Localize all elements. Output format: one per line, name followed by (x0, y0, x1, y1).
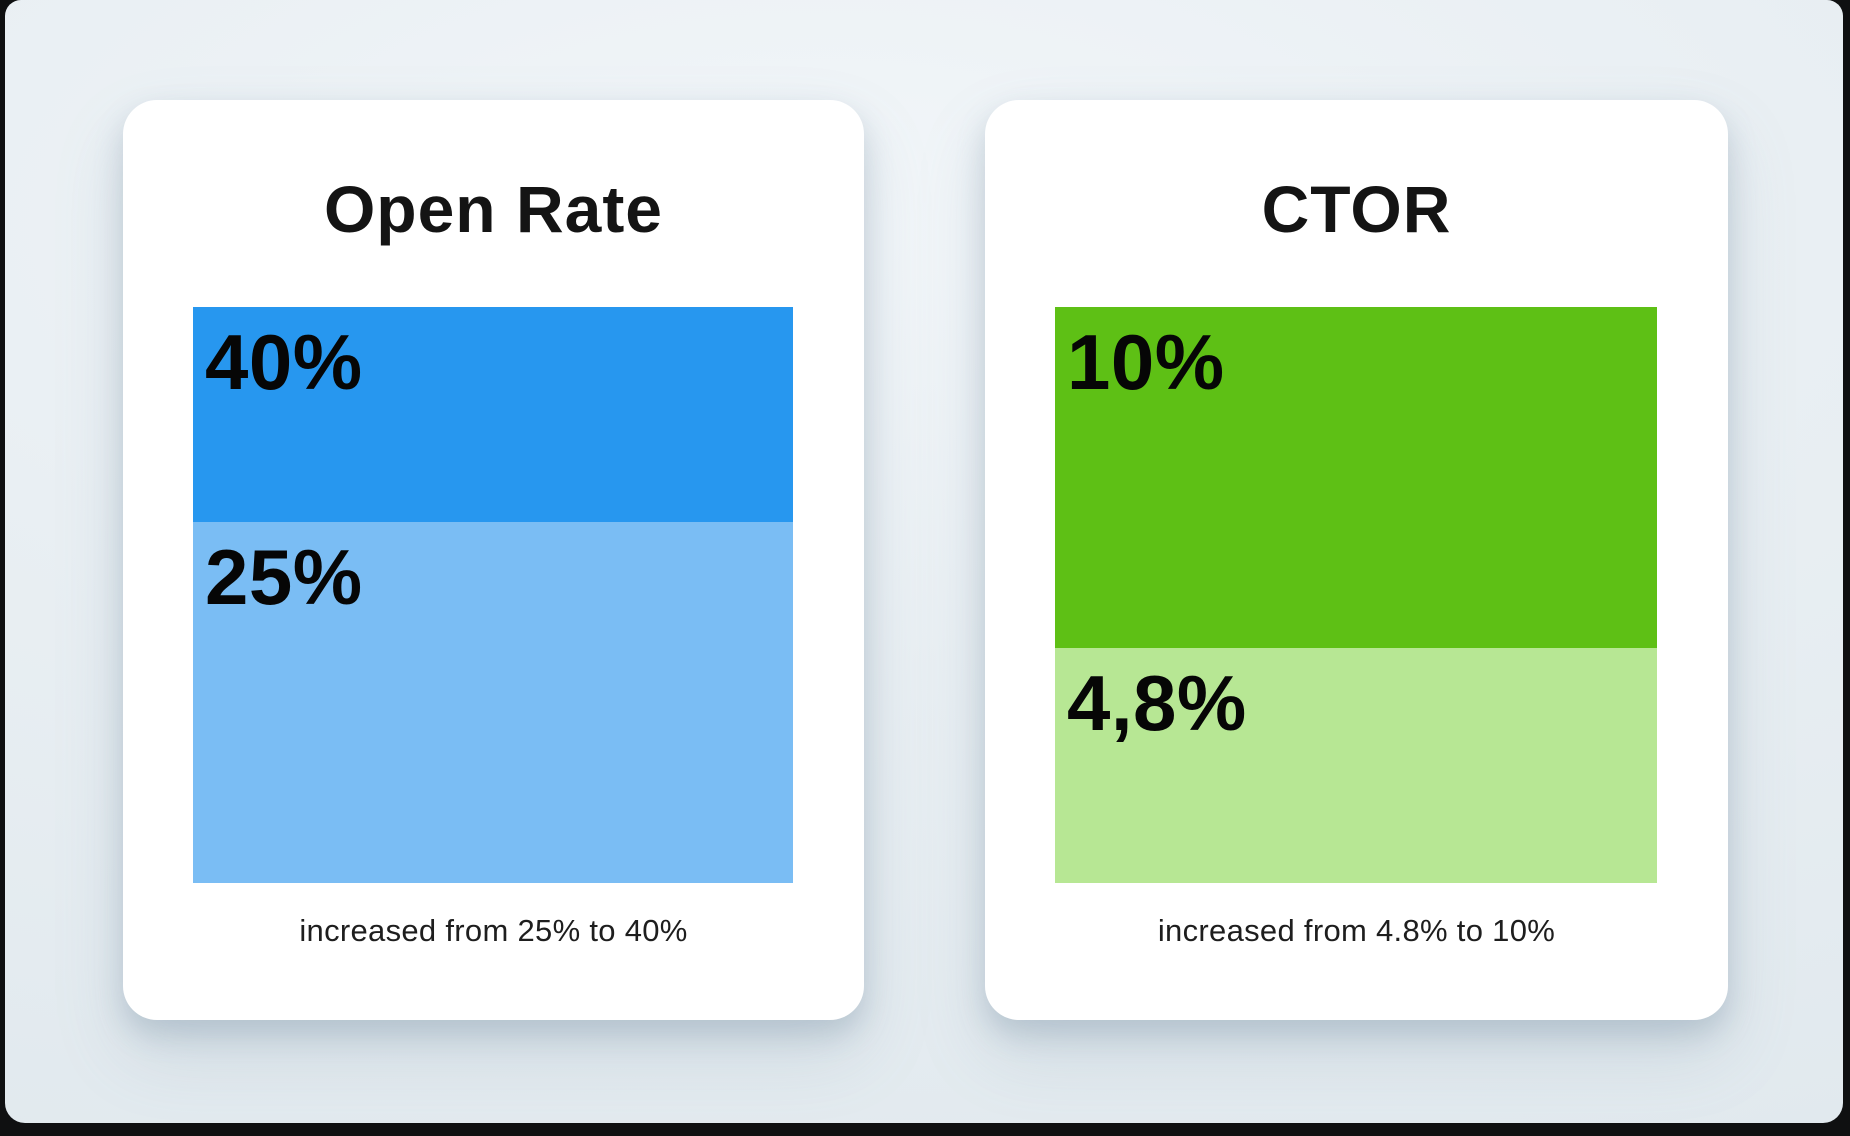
ctor-card: CTOR 10% 4,8% increased from 4.8% to 10% (985, 100, 1728, 1020)
open-rate-card: Open Rate 40% 25% increased from 25% to … (123, 100, 864, 1020)
card-title: Open Rate (323, 172, 664, 246)
bar-segment-previous: 25% (193, 521, 793, 883)
bar-segment-current: 10% (1055, 307, 1657, 648)
stacked-bar: 10% 4,8% (1055, 307, 1657, 883)
card-caption: increased from 4.8% to 10% (1157, 913, 1556, 948)
segment-value-label: 4,8% (1067, 658, 1247, 747)
bar-segment-previous: 4,8% (1055, 647, 1657, 883)
segment-value-label: 40% (205, 318, 363, 406)
card-title: CTOR (1261, 172, 1452, 246)
segment-value-label: 25% (205, 532, 363, 621)
stacked-bar: 40% 25% (193, 307, 793, 883)
segment-value-label: 10% (1067, 318, 1225, 406)
card-caption: increased from 25% to 40% (299, 913, 688, 948)
background-panel: Open Rate 40% 25% increased from 25% to … (5, 0, 1843, 1123)
bar-segment-current: 40% (193, 307, 793, 522)
